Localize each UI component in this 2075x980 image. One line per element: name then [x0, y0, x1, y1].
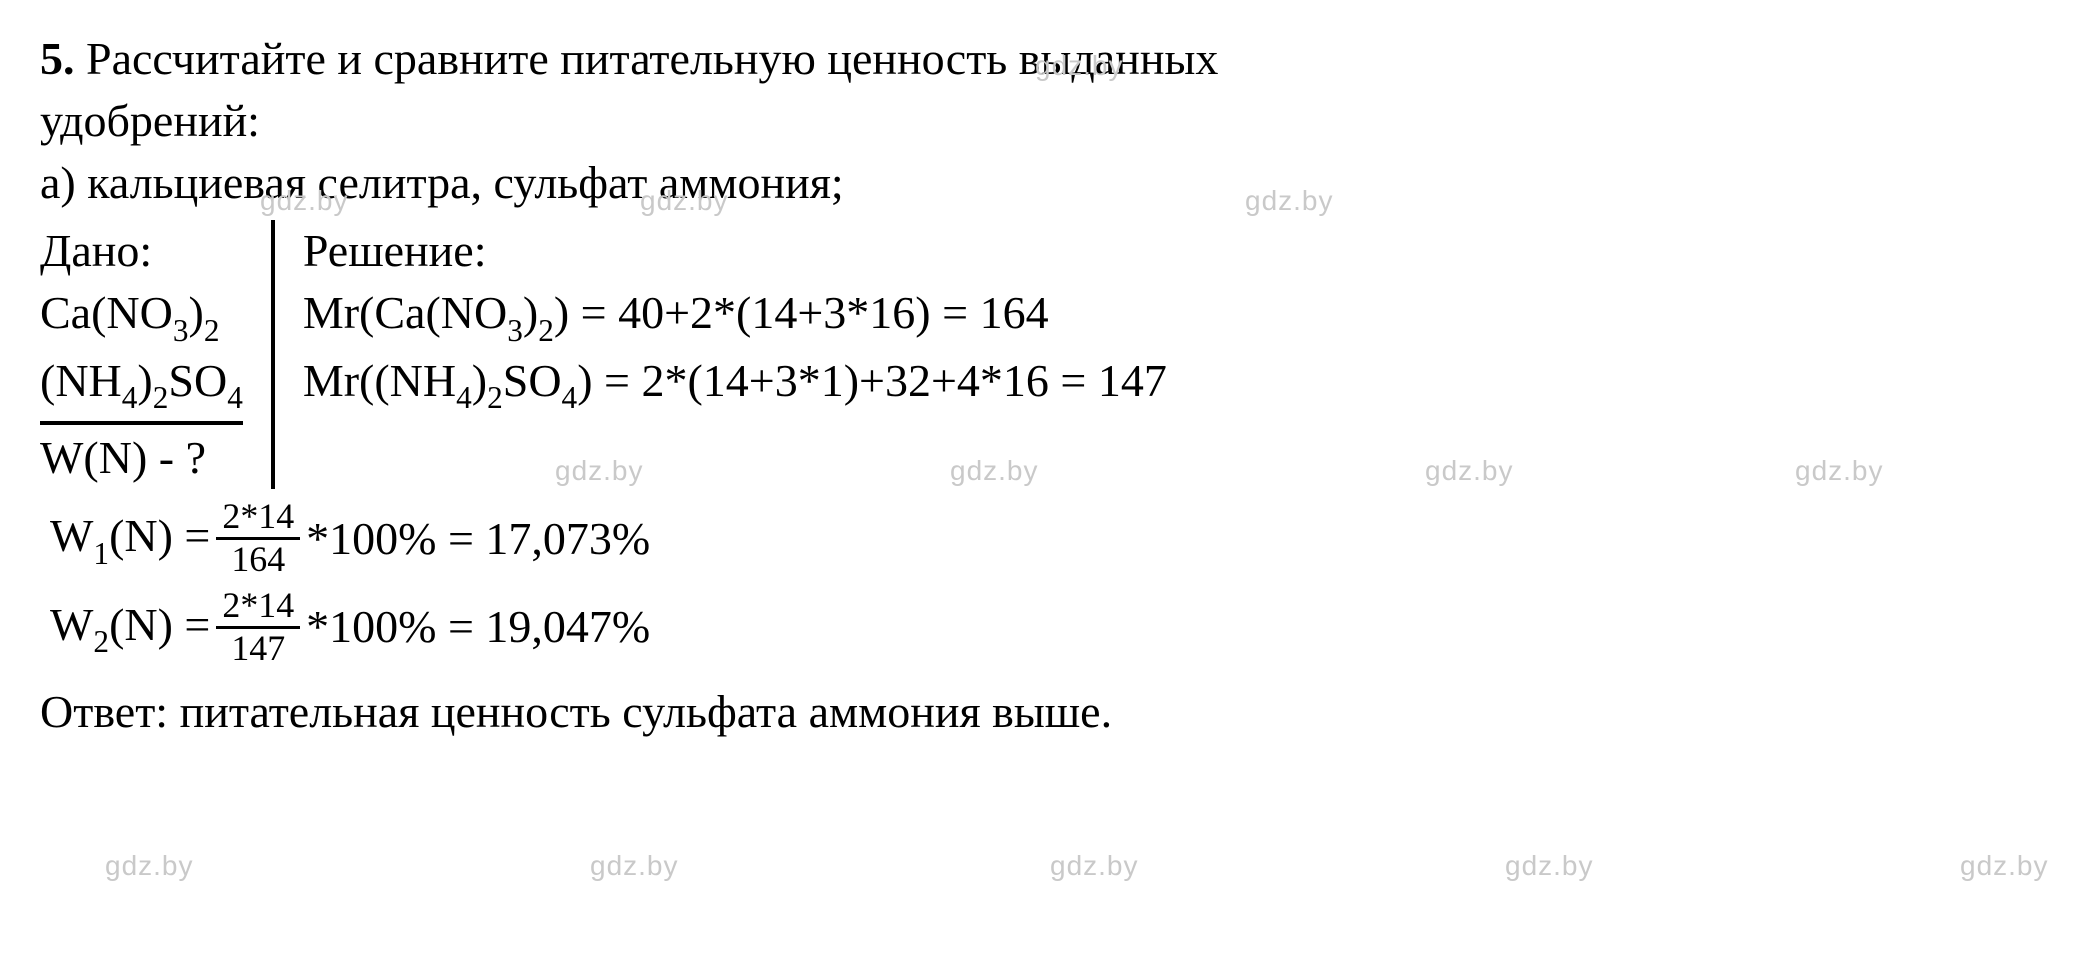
watermark: gdz.by [590, 850, 679, 882]
given-unknown: W(N) - ? [40, 427, 243, 489]
task-line-2: удобрений: [40, 90, 2035, 152]
task-line-1: 5. Рассчитайте и сравните питательную це… [40, 28, 2035, 90]
solution-line-1: Mr(Ca(NO3)2) = 40+2*(14+3*16) = 164 [303, 282, 1167, 349]
answer-text: питательная ценность сульфата аммония вы… [168, 686, 1112, 737]
given-rule [40, 421, 243, 425]
solution-line-2: Mr((NH4)2SO4) = 2*(14+3*1)+32+4*16 = 147 [303, 350, 1167, 417]
equation-1: W1(N) = 2*14 164 *100% = 17,073% [40, 499, 2035, 578]
answer-line: Ответ: питательная ценность сульфата амм… [40, 681, 2035, 743]
watermark: gdz.by [105, 850, 194, 882]
given-line-1: Ca(NO3)2 [40, 282, 243, 349]
equation-2-rhs: *100% = 19,047% [306, 596, 650, 658]
equation-2-lhs: W2(N) = [50, 594, 210, 661]
page: 5. Рассчитайте и сравните питательную це… [0, 0, 2075, 743]
task-variant: а) кальциевая селитра, сульфат аммония; [40, 152, 2035, 214]
equation-2-denominator: 147 [216, 626, 300, 667]
equation-1-lhs: W1(N) = [50, 505, 210, 572]
solution-column: Решение: Mr(Ca(NO3)2) = 40+2*(14+3*16) =… [275, 220, 1167, 489]
task-text-1b: Рассчитайте и сравните питательную ценно… [86, 33, 1218, 84]
equation-2-numerator: 2*14 [216, 588, 300, 626]
given-heading: Дано: [40, 220, 243, 282]
answer-label: Ответ: [40, 686, 168, 737]
watermark: gdz.by [1505, 850, 1594, 882]
given-solution-block: Дано: Ca(NO3)2 (NH4)2SO4 W(N) - ? Решени… [40, 220, 2035, 489]
equation-2-fraction: 2*14 147 [216, 588, 300, 667]
task-number: 5. [40, 33, 75, 84]
given-column: Дано: Ca(NO3)2 (NH4)2SO4 W(N) - ? [40, 220, 271, 489]
equation-1-numerator: 2*14 [216, 499, 300, 537]
equation-1-denominator: 164 [216, 537, 300, 578]
watermark: gdz.by [1050, 850, 1139, 882]
watermark: gdz.by [1960, 850, 2049, 882]
solution-heading: Решение: [303, 220, 1167, 282]
given-line-2: (NH4)2SO4 [40, 350, 243, 417]
equation-2: W2(N) = 2*14 147 *100% = 19,047% [40, 588, 2035, 667]
equation-1-rhs: *100% = 17,073% [306, 508, 650, 570]
equation-1-fraction: 2*14 164 [216, 499, 300, 578]
